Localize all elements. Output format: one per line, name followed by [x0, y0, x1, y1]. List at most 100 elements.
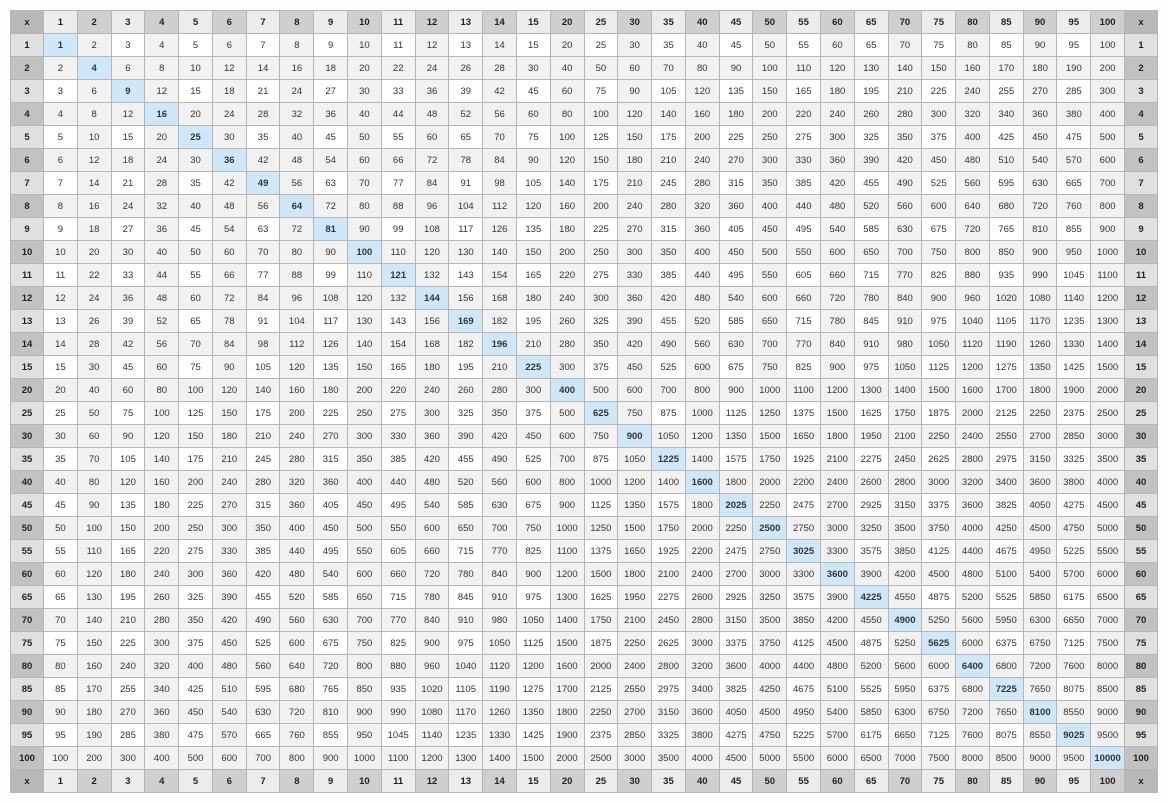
col-header-40: 40 — [685, 770, 719, 793]
cell-12-13: 156 — [449, 287, 483, 310]
cell-13-9: 117 — [314, 310, 348, 333]
cell-65-55: 3575 — [787, 586, 821, 609]
cell-95-13: 1235 — [449, 724, 483, 747]
cell-1-10: 10 — [348, 34, 382, 57]
cell-90-6: 540 — [212, 701, 246, 724]
cell-25-100: 2500 — [1091, 402, 1125, 425]
cell-90-100: 9000 — [1091, 701, 1125, 724]
cell-5-1: 5 — [44, 126, 78, 149]
cell-25-10: 250 — [348, 402, 382, 425]
cell-70-15: 1050 — [516, 609, 550, 632]
cell-75-90: 6750 — [1023, 632, 1057, 655]
cell-40-50: 2000 — [753, 471, 787, 494]
cell-10-75: 750 — [922, 241, 956, 264]
cell-4-50: 200 — [753, 103, 787, 126]
cell-7-15: 105 — [516, 172, 550, 195]
cell-80-20: 1600 — [550, 655, 584, 678]
cell-14-70: 980 — [888, 333, 922, 356]
cell-5-35: 175 — [652, 126, 686, 149]
cell-50-5: 250 — [179, 517, 213, 540]
cell-100-3: 300 — [111, 747, 145, 770]
cell-15-5: 75 — [179, 356, 213, 379]
cell-65-65: 4225 — [854, 586, 888, 609]
row-header-right-15: 15 — [1125, 356, 1158, 379]
cell-75-70: 5250 — [888, 632, 922, 655]
cell-11-30: 330 — [618, 264, 652, 287]
cell-14-65: 910 — [854, 333, 888, 356]
cell-10-35: 350 — [652, 241, 686, 264]
cell-1-40: 40 — [685, 34, 719, 57]
row-header-right-80: 80 — [1125, 655, 1158, 678]
cell-11-5: 55 — [179, 264, 213, 287]
cell-1-95: 95 — [1057, 34, 1091, 57]
cell-8-12: 96 — [415, 195, 449, 218]
cell-4-2: 8 — [77, 103, 111, 126]
col-header-5: 5 — [179, 11, 213, 34]
cell-2-11: 22 — [381, 57, 415, 80]
cell-100-40: 4000 — [685, 747, 719, 770]
cell-3-55: 165 — [787, 80, 821, 103]
cell-25-13: 325 — [449, 402, 483, 425]
cell-25-95: 2375 — [1057, 402, 1091, 425]
cell-35-95: 3325 — [1057, 448, 1091, 471]
cell-85-6: 510 — [212, 678, 246, 701]
cell-15-13: 195 — [449, 356, 483, 379]
cell-80-30: 2400 — [618, 655, 652, 678]
cell-25-1: 25 — [44, 402, 78, 425]
cell-13-70: 910 — [888, 310, 922, 333]
cell-1-75: 75 — [922, 34, 956, 57]
row-header-right-75: 75 — [1125, 632, 1158, 655]
cell-30-35: 1050 — [652, 425, 686, 448]
cell-1-5: 5 — [179, 34, 213, 57]
cell-40-5: 200 — [179, 471, 213, 494]
cell-70-60: 4200 — [820, 609, 854, 632]
cell-9-4: 36 — [145, 218, 179, 241]
cell-85-7: 595 — [246, 678, 280, 701]
cell-8-1: 8 — [44, 195, 78, 218]
cell-50-15: 750 — [516, 517, 550, 540]
cell-45-11: 495 — [381, 494, 415, 517]
cell-70-25: 1750 — [584, 609, 618, 632]
cell-80-100: 8000 — [1091, 655, 1125, 678]
cell-15-15: 225 — [516, 356, 550, 379]
cell-35-3: 105 — [111, 448, 145, 471]
cell-35-90: 3150 — [1023, 448, 1057, 471]
cell-10-13: 130 — [449, 241, 483, 264]
col-header-75: 75 — [922, 770, 956, 793]
cell-45-65: 2925 — [854, 494, 888, 517]
cell-2-15: 30 — [516, 57, 550, 80]
cell-40-45: 1800 — [719, 471, 753, 494]
cell-9-5: 45 — [179, 218, 213, 241]
cell-25-15: 375 — [516, 402, 550, 425]
cell-100-12: 1200 — [415, 747, 449, 770]
cell-3-8: 24 — [280, 80, 314, 103]
cell-25-14: 350 — [483, 402, 517, 425]
cell-1-12: 12 — [415, 34, 449, 57]
cell-35-40: 1400 — [685, 448, 719, 471]
cell-13-55: 715 — [787, 310, 821, 333]
cell-8-25: 200 — [584, 195, 618, 218]
cell-95-25: 2375 — [584, 724, 618, 747]
cell-20-8: 160 — [280, 379, 314, 402]
cell-9-13: 117 — [449, 218, 483, 241]
cell-5-70: 350 — [888, 126, 922, 149]
row-header-right-20: 20 — [1125, 379, 1158, 402]
cell-60-30: 1800 — [618, 563, 652, 586]
cell-40-7: 280 — [246, 471, 280, 494]
cell-20-95: 1900 — [1057, 379, 1091, 402]
cell-1-90: 90 — [1023, 34, 1057, 57]
cell-55-85: 4675 — [989, 540, 1023, 563]
cell-55-3: 165 — [111, 540, 145, 563]
cell-30-3: 90 — [111, 425, 145, 448]
cell-75-40: 3000 — [685, 632, 719, 655]
cell-4-10: 40 — [348, 103, 382, 126]
cell-50-9: 450 — [314, 517, 348, 540]
cell-55-65: 3575 — [854, 540, 888, 563]
cell-14-60: 840 — [820, 333, 854, 356]
cell-50-90: 4500 — [1023, 517, 1057, 540]
col-header-45: 45 — [719, 11, 753, 34]
cell-20-100: 2000 — [1091, 379, 1125, 402]
row-header-right-95: 95 — [1125, 724, 1158, 747]
cell-60-50: 3000 — [753, 563, 787, 586]
cell-20-14: 280 — [483, 379, 517, 402]
